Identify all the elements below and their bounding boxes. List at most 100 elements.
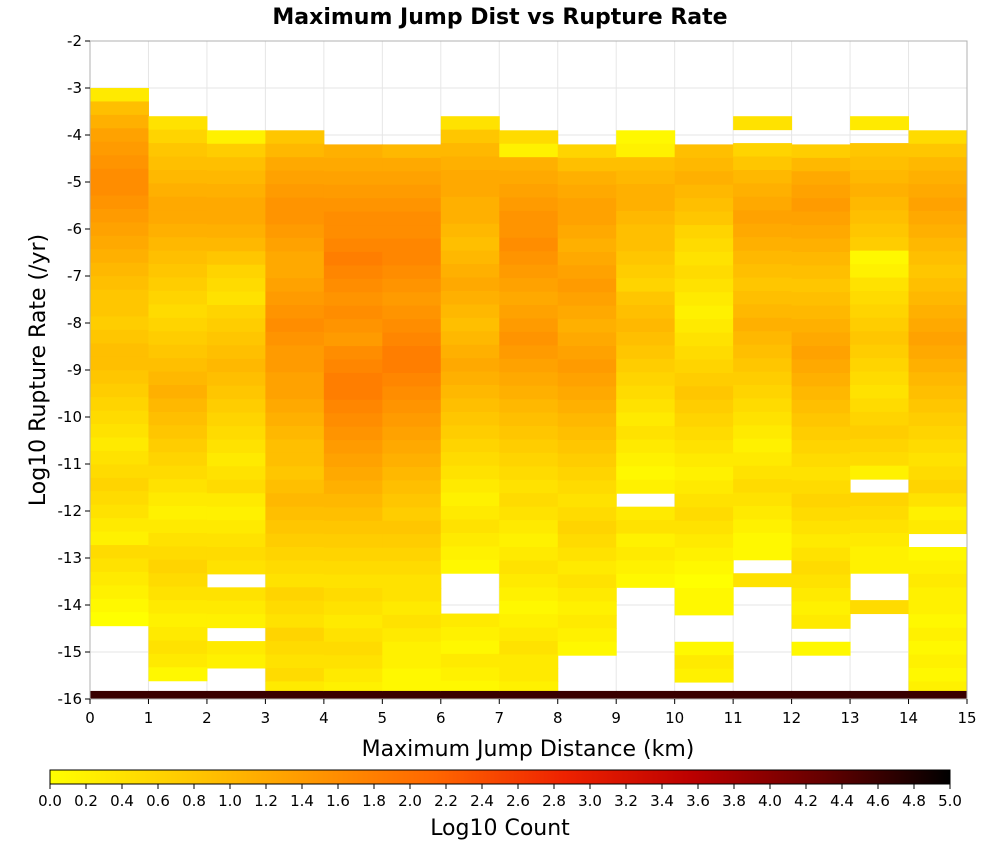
heatmap-cell [733,452,793,467]
heatmap-cell [733,506,793,520]
heatmap-cell [148,600,208,615]
heatmap-cell [148,559,208,574]
heatmap-cell [557,601,617,616]
heatmap-cell [557,359,617,374]
heatmap-cell [733,250,793,265]
x-tick-label: 2 [202,709,212,727]
heatmap-cell [850,465,910,480]
heatmap-cell [616,560,676,575]
heatmap-cell [674,251,734,266]
heatmap-cell [90,571,149,586]
heatmap-cell [265,210,325,225]
heatmap-cell [382,225,442,239]
heatmap-cell [499,627,559,642]
heatmap-cell [791,399,851,414]
heatmap-cell [674,440,734,455]
chart-title: Maximum Jump Dist vs Rupture Rate [272,5,727,30]
heatmap-cell [206,130,266,145]
heatmap-cell [206,547,266,561]
heatmap-cell [440,479,500,494]
heatmap-cell [733,690,793,700]
heatmap-cell [791,467,851,481]
heatmap-cell [557,386,617,401]
heatmap-cell [382,211,442,226]
heatmap-cell [674,493,734,508]
heatmap-cell [440,411,500,426]
heatmap-cell [206,385,266,400]
heatmap-cell [265,439,325,454]
heatmap-cell [382,682,442,692]
heatmap-cell [908,358,968,373]
heatmap-cell [616,479,676,494]
heatmap-cell [206,520,266,535]
heatmap-cell [265,426,325,440]
heatmap-cell [90,141,149,156]
heatmap-cell [206,170,266,185]
heatmap-cell [148,492,208,507]
heatmap-cell [616,547,676,561]
heatmap-cell [440,317,500,332]
heatmap-cell [791,480,851,495]
heatmap-cell [90,424,149,438]
heatmap-cell [265,264,325,279]
heatmap-cell [674,225,734,239]
heatmap-cell [908,251,968,266]
heatmap-cell [499,170,559,185]
heatmap-cell [265,130,325,145]
heatmap-cell [791,225,851,239]
y-tick-label: -14 [58,596,83,614]
heatmap-cell [733,411,793,426]
heatmap-cell [90,450,149,465]
heatmap-cell [265,157,325,172]
y-axis: -2 -3 -4 -5 -6 -7 -8 -9 -10 -11 -12 -13 -14 -15 -16 [58,32,90,708]
heatmap-cell [674,668,734,683]
heatmap-cell [148,452,208,467]
heatmap-cell [440,156,500,171]
heatmap-cell [440,546,500,561]
heatmap-cell [382,372,442,387]
heatmap-cell [850,358,910,373]
colorbar-gradient [49,769,951,785]
heatmap-cell [908,573,968,588]
heatmap-cell [382,332,442,347]
heatmap-cell [674,157,734,172]
heatmap-cell [148,250,208,265]
heatmap-cell [616,210,676,225]
heatmap-cell [148,143,208,158]
heatmap-cell [148,653,208,668]
heatmap-cell [557,332,617,347]
heatmap-cell [206,251,266,266]
colorbar-tick-label: 5.0 [938,792,962,810]
heatmap-cell [499,426,559,440]
heatmap-cell [206,372,266,387]
x-tick-label: 3 [261,709,271,727]
heatmap-cell [90,114,149,129]
heatmap-cell [674,278,734,293]
heatmap-cell [148,237,208,252]
heatmap-cell [265,690,325,700]
y-tick-label: -5 [67,173,82,191]
heatmap-cell [674,305,734,320]
heatmap-cell [382,507,442,522]
heatmap-cell [908,385,968,400]
heatmap-cell [440,680,500,692]
heatmap-cell [323,534,383,549]
heatmap-cell [440,559,500,574]
heatmap-cell [148,425,208,440]
heatmap-cell [908,479,968,494]
heatmap-cell [557,587,617,602]
heatmap-cell [206,412,266,427]
heatmap-cell [791,278,851,293]
heatmap-cell [440,506,500,520]
colorbar-tick-label: 0.0 [38,792,62,810]
heatmap-cell [323,157,383,172]
colorbar-tick-label: 4.0 [758,792,782,810]
heatmap-cell [265,600,325,615]
colorbar-tick-label: 2.0 [398,792,422,810]
heatmap-cell [908,331,968,346]
heatmap-cell [908,143,968,158]
heatmap-cell [440,129,500,144]
heatmap-cell [616,452,676,467]
heatmap-cell [908,372,968,387]
heatmap-cell [323,292,383,307]
